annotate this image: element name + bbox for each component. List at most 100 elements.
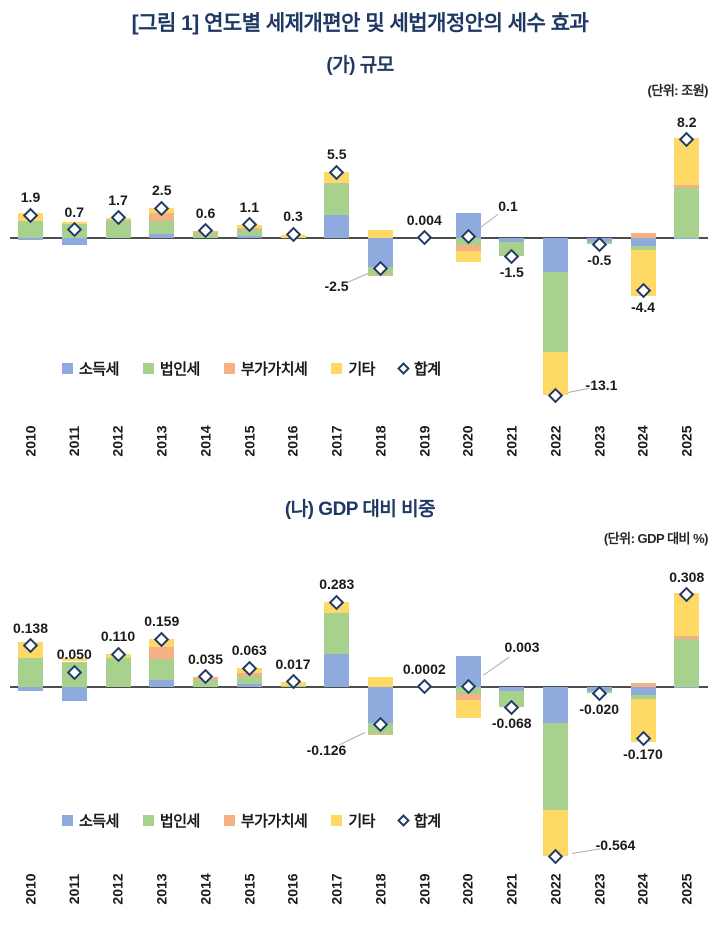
bar-segment-income-2022 xyxy=(543,687,568,724)
bar-segment-corporate-2025 xyxy=(674,639,700,687)
year-label-text: 2017 xyxy=(328,873,345,905)
bar-segment-income-2017 xyxy=(324,654,350,687)
x-axis-year-label-2013: 2013 xyxy=(137,864,187,914)
legend-item-income: 소득세 xyxy=(62,810,119,831)
total-value-label-2022: -13.1 xyxy=(585,377,618,394)
x-axis-year-label-2022: 2022 xyxy=(531,864,581,914)
zero-axis-line xyxy=(10,686,708,688)
x-axis-year-label-2020: 2020 xyxy=(443,864,493,914)
bar-segment-income-2013 xyxy=(149,680,175,687)
year-label-text: 2010 xyxy=(22,873,39,905)
bar-segment-corporate-2013 xyxy=(149,220,175,234)
total-value-label-2012: 0.110 xyxy=(100,628,136,644)
bar-segment-income-2015 xyxy=(236,236,262,238)
legend-chart-1: 소득세 법인세 부가가치세 기타 합계 xyxy=(62,358,441,378)
year-label-text: 2024 xyxy=(635,873,651,905)
legend-swatch-other-icon xyxy=(331,362,343,374)
x-axis-year-label-2012: 2012 xyxy=(93,864,143,914)
legend-item-corporate: 법인세 xyxy=(142,358,200,379)
year-label-text: 2011 xyxy=(66,873,83,905)
bar-segment-income-2021 xyxy=(499,238,525,242)
total-value-label-2014: 0.035 xyxy=(187,650,224,667)
bar-segment-income-2013 xyxy=(149,233,175,238)
x-axis-year-label-2010: 2010 xyxy=(6,864,56,914)
chart-scale-title: (가) 규모 xyxy=(326,55,394,76)
total-value-label-2025: 8.2 xyxy=(677,113,697,130)
legend-swatch-other-icon xyxy=(331,814,343,826)
x-axis-year-label-2016: 2016 xyxy=(268,864,318,914)
year-label-text: 2016 xyxy=(285,873,301,905)
total-value-label-2022: -0.564 xyxy=(595,837,636,854)
x-axis-year-label-2019: 2019 xyxy=(399,864,449,914)
total-value-label-2011: 0.7 xyxy=(64,203,84,220)
figure-title: [그림 1] 연도별 세제개편안 및 세법개정안의 세수 효과 xyxy=(131,12,589,35)
year-label-text: 2023 xyxy=(591,873,608,905)
legend-label-other: 기타 xyxy=(348,812,375,830)
bar-segment-other-2020 xyxy=(455,250,481,262)
bar-segment-corporate-2024 xyxy=(630,246,656,250)
total-value-label-2016: 0.3 xyxy=(283,208,303,225)
year-label-text: 2018 xyxy=(372,873,389,905)
bar-segment-vat-2013 xyxy=(149,212,175,221)
x-axis-year-label-2018: 2018 xyxy=(356,864,406,914)
bar-segment-income-2021 xyxy=(499,687,525,692)
year-label-text: 2019 xyxy=(416,873,433,905)
total-value-label-2012: 1.7 xyxy=(108,191,128,208)
bar-segment-vat-2025 xyxy=(674,636,700,639)
total-value-label-2020: 0.003 xyxy=(504,639,540,656)
total-value-label-2019: 0.004 xyxy=(406,211,442,228)
legend-swatch-corporate-icon xyxy=(142,362,154,374)
bar-segment-corporate-2015 xyxy=(236,675,262,685)
total-value-label-2021: -1.5 xyxy=(499,264,524,280)
bar-segment-income-2011 xyxy=(61,687,87,701)
legend-swatch-vat-icon xyxy=(223,362,235,374)
year-label-text: 2014 xyxy=(197,873,214,905)
legend-item-total: 합계 xyxy=(397,810,441,831)
x-axis-year-label-2014: 2014 xyxy=(181,864,231,914)
total-value-label-2015: 0.063 xyxy=(231,642,267,659)
bar-segment-other-2011 xyxy=(61,658,87,662)
x-axis-year-label-2011: 2011 xyxy=(49,864,99,914)
bar-segment-vat-2020 xyxy=(455,693,481,700)
bar-segment-vat-2018 xyxy=(368,275,393,277)
legend-item-income: 소득세 xyxy=(62,358,119,379)
legend-swatch-vat-icon xyxy=(223,814,235,826)
year-label-text: 2025 xyxy=(678,873,695,905)
total-value-label-2011: 0.050 xyxy=(56,646,92,662)
total-value-label-2014: 0.6 xyxy=(195,204,216,221)
bar-segment-income-2010 xyxy=(18,687,43,691)
x-axis-year-label-2021: 2021 xyxy=(487,864,537,914)
bar-segment-corporate-2022 xyxy=(543,723,568,810)
x-axis-year-label-2025: 2025 xyxy=(662,864,712,914)
legend-item-total: 합계 xyxy=(397,358,441,379)
total-value-label-2024: -4.4 xyxy=(630,298,656,315)
legend-label-income: 소득세 xyxy=(79,812,119,830)
total-value-label-2015: 1.1 xyxy=(239,198,259,215)
year-label-text: 2012 xyxy=(110,873,126,905)
bar-segment-income-2024 xyxy=(630,238,656,247)
bar-segment-vat-2013 xyxy=(149,646,175,660)
bar-segment-other-2018 xyxy=(368,229,393,238)
bar-segment-income-2024 xyxy=(630,687,656,696)
total-value-label-2017: 5.5 xyxy=(327,146,347,162)
bar-segment-vat-2025 xyxy=(674,185,700,188)
legend-label-income: 소득세 xyxy=(79,360,119,378)
bar-segment-corporate-2010 xyxy=(18,657,43,687)
total-value-label-2016: 0.017 xyxy=(275,655,311,672)
total-diamond-marker-2019 xyxy=(416,679,433,695)
chart-gdp-share-title: (나) GDP 대비 비중 xyxy=(284,499,436,520)
bar-segment-income-2022 xyxy=(543,238,568,272)
year-label-text: 2013 xyxy=(153,873,170,905)
bar-segment-vat-2024 xyxy=(630,233,656,238)
legend-item-corporate: 법인세 xyxy=(142,810,200,831)
legend-label-corporate: 법인세 xyxy=(159,360,200,378)
year-label-text: 2021 xyxy=(503,873,520,905)
total-value-label-2013: 2.5 xyxy=(152,182,172,198)
bar-segment-corporate-2013 xyxy=(149,659,175,681)
bar-segment-income-2011 xyxy=(61,238,87,246)
bar-segment-income-2015 xyxy=(236,684,262,687)
bar-segment-corporate-2025 xyxy=(674,187,700,238)
legend-swatch-corporate-icon xyxy=(142,814,154,826)
